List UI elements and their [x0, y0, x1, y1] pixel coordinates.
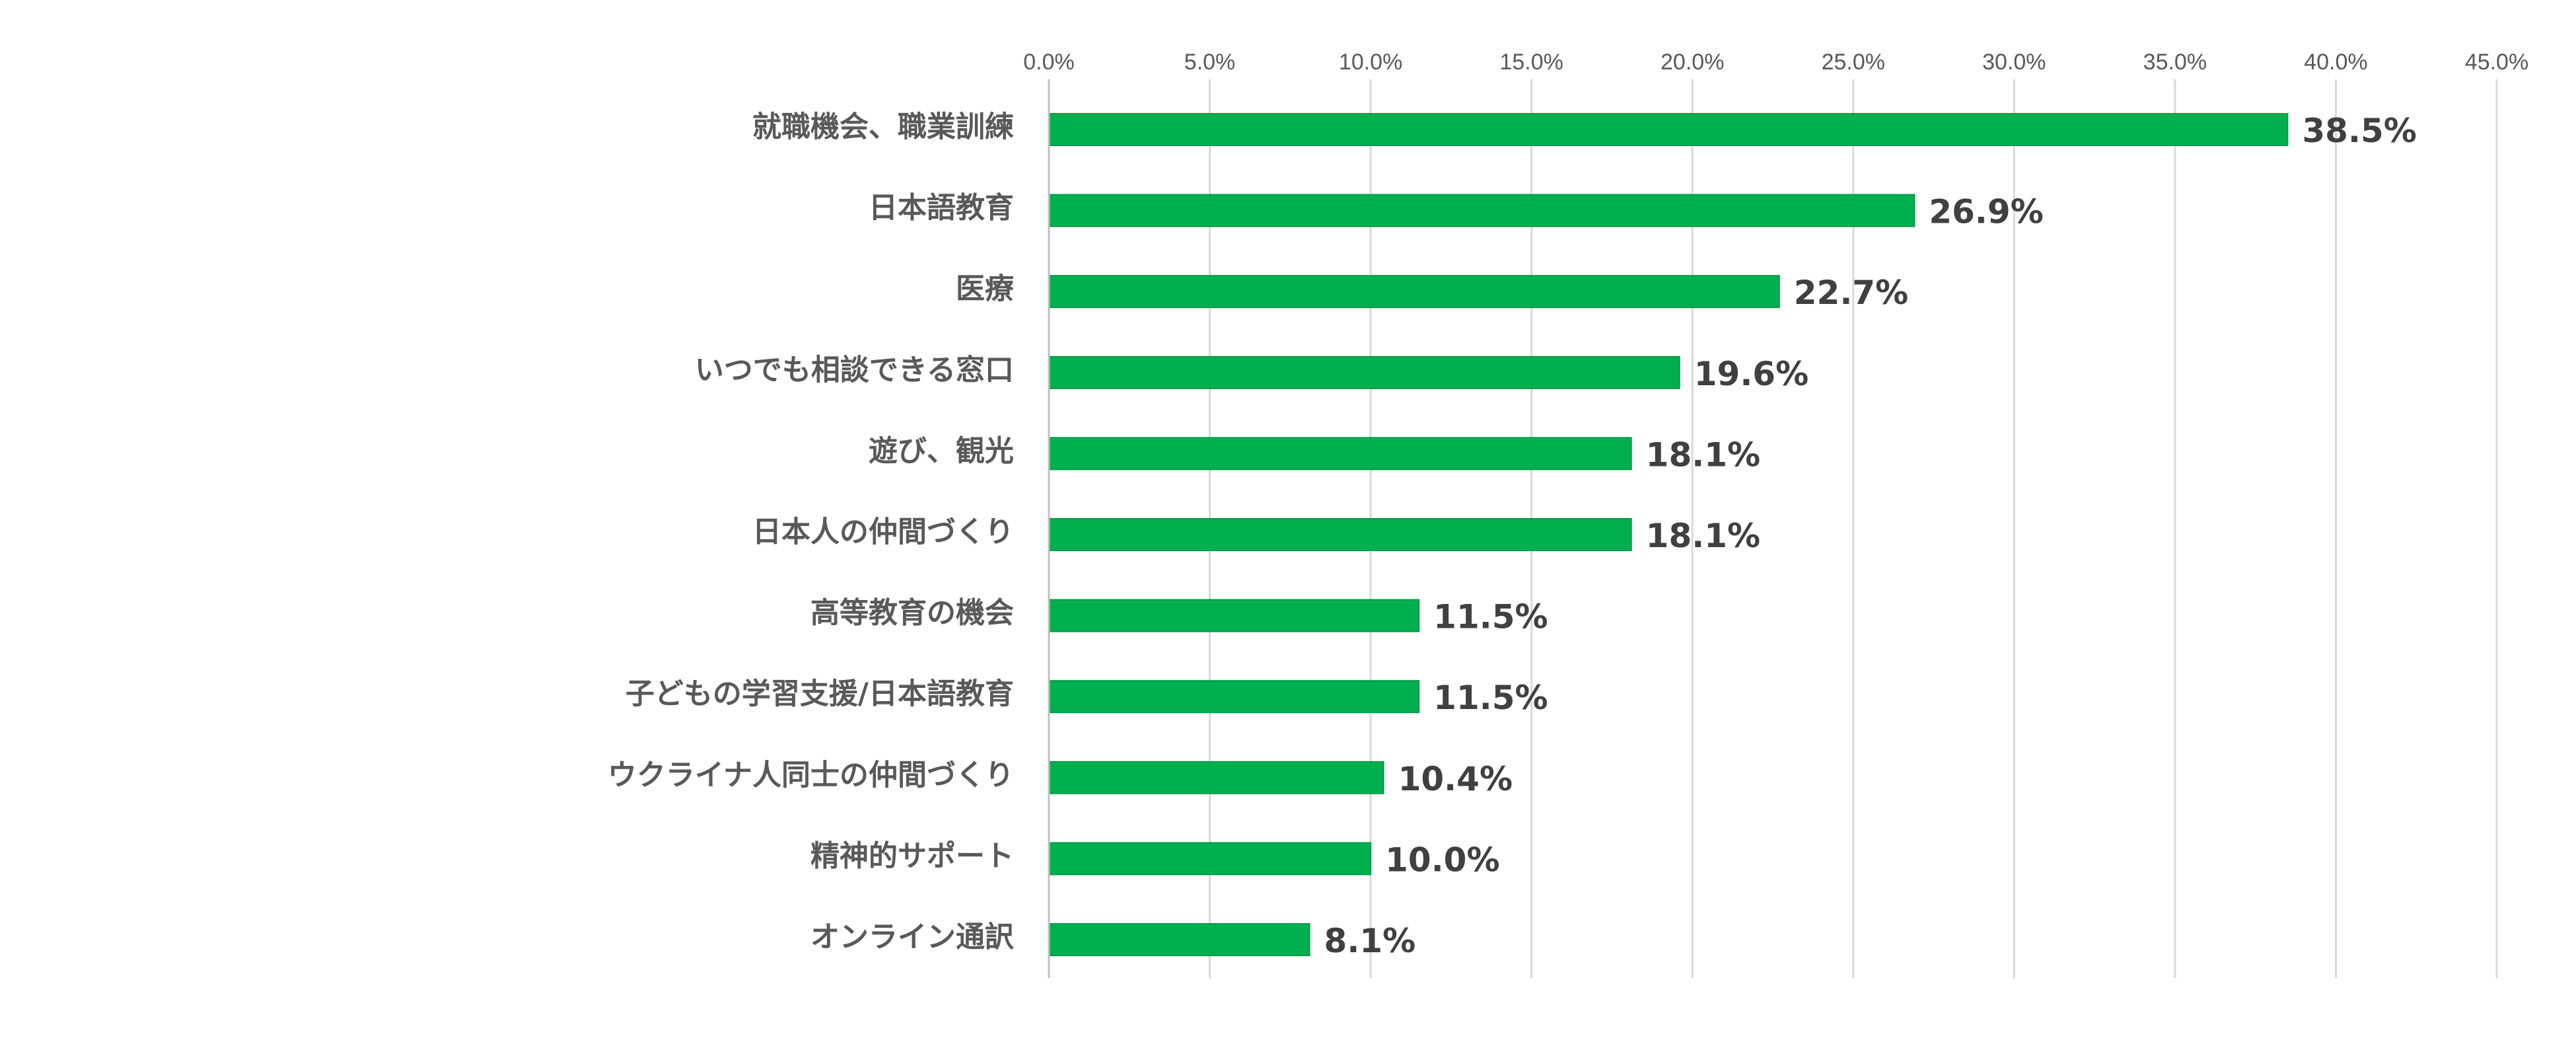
- data-label: 18.1%: [1646, 435, 1760, 474]
- data-label: 18.1%: [1646, 517, 1760, 555]
- x-axis-ticks: 0.0% 5.0% 10.0% 15.0% 20.0% 25.0% 30.0% 35.0% 40…: [1023, 50, 2528, 75]
- category-label: 就職機会、職業訓練: [752, 110, 1014, 144]
- category-label: 子どもの学習支援/日本語教育: [626, 677, 1014, 711]
- category-label: 日本人の仲間づくり: [752, 515, 1014, 549]
- x-tick-label: 25.0%: [1822, 50, 1885, 75]
- value-labels: 38.5% 26.9% 22.7% 19.6% 18.1% 18.1% 11.5% 11.5%…: [1324, 112, 2417, 960]
- data-label: 38.5%: [2302, 112, 2416, 150]
- x-tick-label: 5.0%: [1184, 50, 1236, 75]
- x-tick-label: 40.0%: [2304, 50, 2367, 75]
- x-tick-label: 10.0%: [1339, 50, 1402, 75]
- bar: [1048, 599, 1420, 632]
- category-label: 遊び、観光: [869, 434, 1014, 468]
- data-label: 8.1%: [1324, 922, 1416, 960]
- data-label: 10.0%: [1385, 841, 1499, 879]
- category-label: ウクライナ人同士の仲間づくり: [608, 758, 1014, 792]
- category-label: オンライン通訳: [810, 920, 1015, 954]
- bar: [1048, 842, 1372, 876]
- bar: [1048, 437, 1632, 470]
- bar: [1048, 518, 1632, 551]
- category-labels: 就職機会、職業訓練日本語教育医療いつでも相談できる窓口遊び、観光日本人の仲間づく…: [608, 110, 1015, 954]
- category-label: いつでも相談できる窓口: [695, 353, 1014, 387]
- x-tick-label: 20.0%: [1661, 50, 1724, 75]
- x-tick-label: 0.0%: [1023, 50, 1075, 75]
- data-label: 11.5%: [1433, 598, 1548, 636]
- x-tick-label: 30.0%: [1982, 50, 2046, 75]
- x-tick-label: 45.0%: [2465, 50, 2528, 75]
- bars: [1048, 113, 2289, 956]
- data-label: 10.4%: [1398, 760, 1513, 798]
- bar: [1048, 275, 1780, 309]
- bar: [1048, 923, 1310, 956]
- data-label: 11.5%: [1433, 679, 1548, 717]
- bar: [1048, 113, 2289, 146]
- category-label: 医療: [956, 272, 1014, 306]
- x-tick-label: 15.0%: [1499, 50, 1563, 75]
- data-label: 22.7%: [1794, 274, 1908, 312]
- bar: [1048, 761, 1384, 794]
- x-tick-label: 35.0%: [2143, 50, 2207, 75]
- bar: [1048, 356, 1680, 389]
- bar: [1048, 680, 1420, 714]
- category-label: 高等教育の機会: [810, 596, 1014, 630]
- data-label: 26.9%: [1929, 193, 2043, 231]
- gridlines: [1209, 79, 2498, 978]
- data-label: 19.6%: [1694, 355, 1808, 393]
- bar: [1048, 194, 1915, 227]
- category-label: 精神的サポート: [810, 839, 1014, 873]
- category-label: 日本語教育: [869, 191, 1014, 225]
